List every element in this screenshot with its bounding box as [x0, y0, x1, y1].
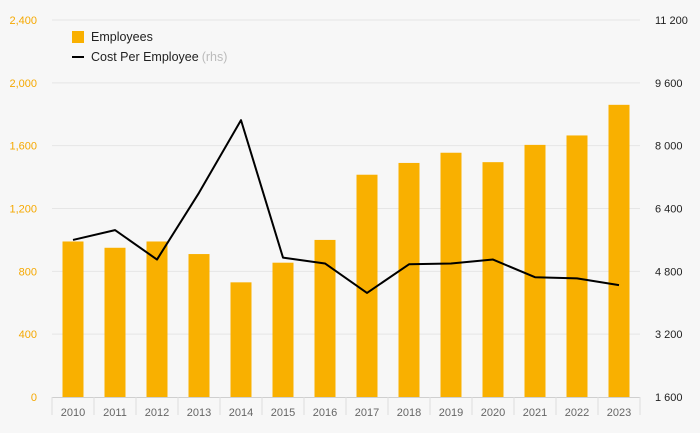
right-y-tick-label: 9 600 — [655, 78, 683, 90]
bar-employees — [188, 254, 210, 397]
left-y-tick-label: 1,200 — [9, 204, 37, 216]
left-y-tick-label: 400 — [19, 329, 37, 341]
legend-item-cost-per-employee: Cost Per Employee (rhs) — [72, 47, 227, 67]
legend-cost-suffix: (rhs) — [201, 50, 228, 64]
x-tick-label: 2011 — [103, 407, 127, 419]
bar-employees — [230, 282, 252, 397]
employees-swatch-icon — [72, 31, 84, 43]
right-y-tick-label: 11 200 — [655, 15, 688, 27]
right-y-tick-label: 4 800 — [655, 266, 683, 278]
bar-employees — [146, 241, 168, 397]
x-tick-label: 2021 — [523, 407, 547, 419]
grid-lines — [52, 19, 640, 335]
x-tick-label: 2014 — [229, 407, 253, 419]
line-cost-per-employee — [72, 119, 620, 294]
bar-employees — [398, 162, 420, 397]
bar-employees — [524, 144, 546, 397]
cost-per-employee-line — [72, 119, 620, 294]
axes: 0 400 800 1,200 1,600 2,000 2,400 1 600 3 200 4 8… — [9, 15, 687, 419]
legend-item-employees: Employees — [72, 27, 227, 47]
x-tick-label: 2022 — [565, 407, 589, 419]
bar-employees — [62, 241, 84, 397]
legend: Employees Cost Per Employee (rhs) — [72, 27, 227, 67]
x-tick-label: 2012 — [145, 407, 169, 419]
right-y-tick-label: 3 200 — [655, 329, 683, 341]
left-y-tick-label: 2,000 — [9, 78, 37, 90]
x-tick-label: 2015 — [271, 407, 295, 419]
x-tick-label: 2010 — [61, 407, 85, 419]
right-y-tick-label: 6 400 — [655, 204, 683, 216]
legend-cost-label: Cost Per Employee — [91, 50, 199, 64]
left-y-tick-label: 800 — [19, 266, 37, 278]
cost-line-swatch-icon — [72, 56, 84, 58]
left-y-tick-label: 0 — [31, 392, 37, 404]
bar-employees — [566, 135, 588, 398]
x-tick-label: 2018 — [397, 407, 421, 419]
x-tick-label: 2023 — [607, 407, 631, 419]
x-tick-label: 2016 — [313, 407, 337, 419]
employees-bars — [62, 104, 630, 398]
left-y-tick-label: 1,600 — [9, 141, 37, 153]
bar-employees — [314, 239, 336, 397]
bar-employees — [482, 162, 504, 397]
x-tick-label: 2019 — [439, 407, 463, 419]
left-y-tick-label: 2,400 — [9, 15, 37, 27]
x-tick-label: 2017 — [355, 407, 379, 419]
right-y-tick-label: 8 000 — [655, 141, 683, 153]
x-tick-label: 2020 — [481, 407, 505, 419]
legend-employees-label: Employees — [91, 30, 153, 44]
bar-employees — [272, 262, 294, 397]
bar-employees — [440, 152, 462, 397]
right-y-tick-label: 1 600 — [655, 392, 683, 404]
x-tick-label: 2013 — [187, 407, 211, 419]
bar-employees — [608, 104, 630, 397]
bar-employees — [104, 247, 126, 397]
bar-employees — [356, 174, 378, 397]
